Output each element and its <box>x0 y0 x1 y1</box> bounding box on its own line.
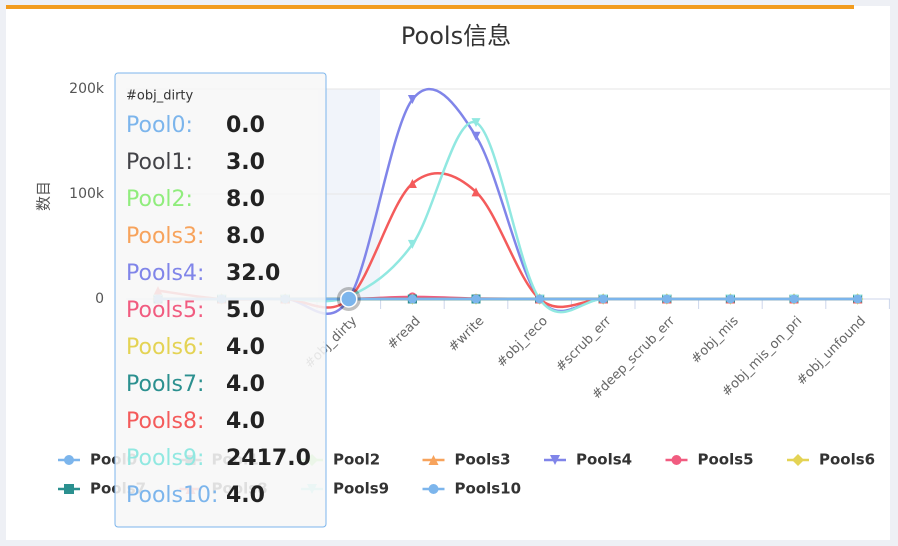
marker <box>550 455 560 465</box>
tooltip-name: Pools6: <box>126 335 204 360</box>
tooltip-separator: : <box>186 113 193 138</box>
tooltip-value: 3.0 <box>226 150 265 175</box>
tooltip-value: 4.0 <box>226 372 265 397</box>
legend-label: Pools6 <box>819 451 875 469</box>
tooltip-separator: : <box>197 409 204 434</box>
legend-label: Pools5 <box>698 451 754 469</box>
tooltip-value: 8.0 <box>226 224 265 249</box>
marker <box>598 294 608 304</box>
legend-item: Pools3 <box>422 451 511 469</box>
marker <box>853 294 863 304</box>
tooltip-separator: : <box>186 187 193 212</box>
tooltip-name: Pools7: <box>126 372 204 397</box>
tooltip-name: Pool0: <box>126 113 193 138</box>
tooltip-series-name: Pools4 <box>126 261 197 286</box>
tooltip-value: 32.0 <box>226 261 280 286</box>
tooltip-name: Pools4: <box>126 261 204 286</box>
tooltip-name: Pool2: <box>126 187 193 212</box>
legend-item: Pools4 <box>544 451 632 469</box>
tooltip-value: 4.0 <box>226 409 265 434</box>
tooltip-value: 8.0 <box>226 187 265 212</box>
marker <box>428 484 439 494</box>
tooltip-series-name: Pools9 <box>126 446 197 471</box>
legend-item: Pools5 <box>665 451 754 469</box>
marker <box>471 131 481 141</box>
tooltip-series-name: Pools3 <box>126 224 197 249</box>
tooltip-separator: : <box>197 446 204 471</box>
tooltip-value: 4.0 <box>226 335 265 360</box>
marker <box>471 118 481 128</box>
tooltip-separator: : <box>197 335 204 360</box>
marker <box>407 294 417 304</box>
tooltip-name: Pools8: <box>126 409 204 434</box>
marker <box>535 294 545 304</box>
legend-label: Pools3 <box>455 451 511 469</box>
legend-label: Pools4 <box>576 451 632 469</box>
tooltip-series-name: Pools6 <box>126 335 197 360</box>
tooltip-separator: : <box>197 261 204 286</box>
marker <box>407 239 417 249</box>
tooltip-value: 2417.0 <box>226 446 311 471</box>
tooltip-name: Pools10: <box>126 483 218 508</box>
tooltip-series-name: Pools10 <box>126 483 211 508</box>
tooltip-separator: : <box>197 224 204 249</box>
tooltip-series-name: Pools7 <box>126 372 197 397</box>
marker <box>407 95 417 104</box>
marker <box>725 294 735 304</box>
tooltip-name: Pool1: <box>126 150 193 175</box>
tooltip-value: 5.0 <box>226 298 265 323</box>
tooltip-name: Pools3: <box>126 224 204 249</box>
marker <box>64 455 74 465</box>
tooltip-series-name: Pool1 <box>126 150 186 175</box>
y-tick-label: 0 <box>95 291 104 307</box>
marker <box>471 294 481 304</box>
marker <box>792 454 804 466</box>
marker <box>471 187 481 197</box>
legend-item: Pools6 <box>787 451 875 469</box>
marker <box>671 455 682 465</box>
y-tick-label: 200k <box>69 81 105 97</box>
legend-label: Pool2 <box>333 451 380 469</box>
tooltip-value: 4.0 <box>226 483 265 508</box>
hover-marker <box>340 290 358 308</box>
marker <box>662 294 672 304</box>
tooltip-value: 0.0 <box>226 113 265 138</box>
legend-label: Pools10 <box>455 480 522 498</box>
marker <box>789 294 799 304</box>
marker <box>428 455 439 465</box>
tooltip-name: Pools5: <box>126 298 204 323</box>
tooltip-separator: : <box>197 298 204 323</box>
legend-item: Pools10 <box>422 480 522 498</box>
tooltip-box <box>114 72 327 528</box>
y-axis-label: 数目 <box>35 181 53 211</box>
tooltip-title: #obj_dirty <box>126 89 194 104</box>
marker <box>64 484 74 494</box>
tooltip-name: Pools9: <box>126 446 204 471</box>
chart-title: Pools信息 <box>401 22 511 50</box>
panel-top-border <box>6 5 854 9</box>
tooltip-separator: : <box>197 372 204 397</box>
tooltip-series-name: Pools8 <box>126 409 197 434</box>
tooltip-series-name: Pools5 <box>126 298 197 323</box>
tooltip-separator: : <box>186 150 193 175</box>
legend-label: Pools9 <box>333 480 389 498</box>
marker <box>407 179 417 188</box>
tooltip-separator: : <box>211 483 218 508</box>
tooltip-series-name: Pool2 <box>126 187 186 212</box>
y-tick-label: 100k <box>69 186 105 202</box>
tooltip-series-name: Pool0 <box>126 113 186 138</box>
